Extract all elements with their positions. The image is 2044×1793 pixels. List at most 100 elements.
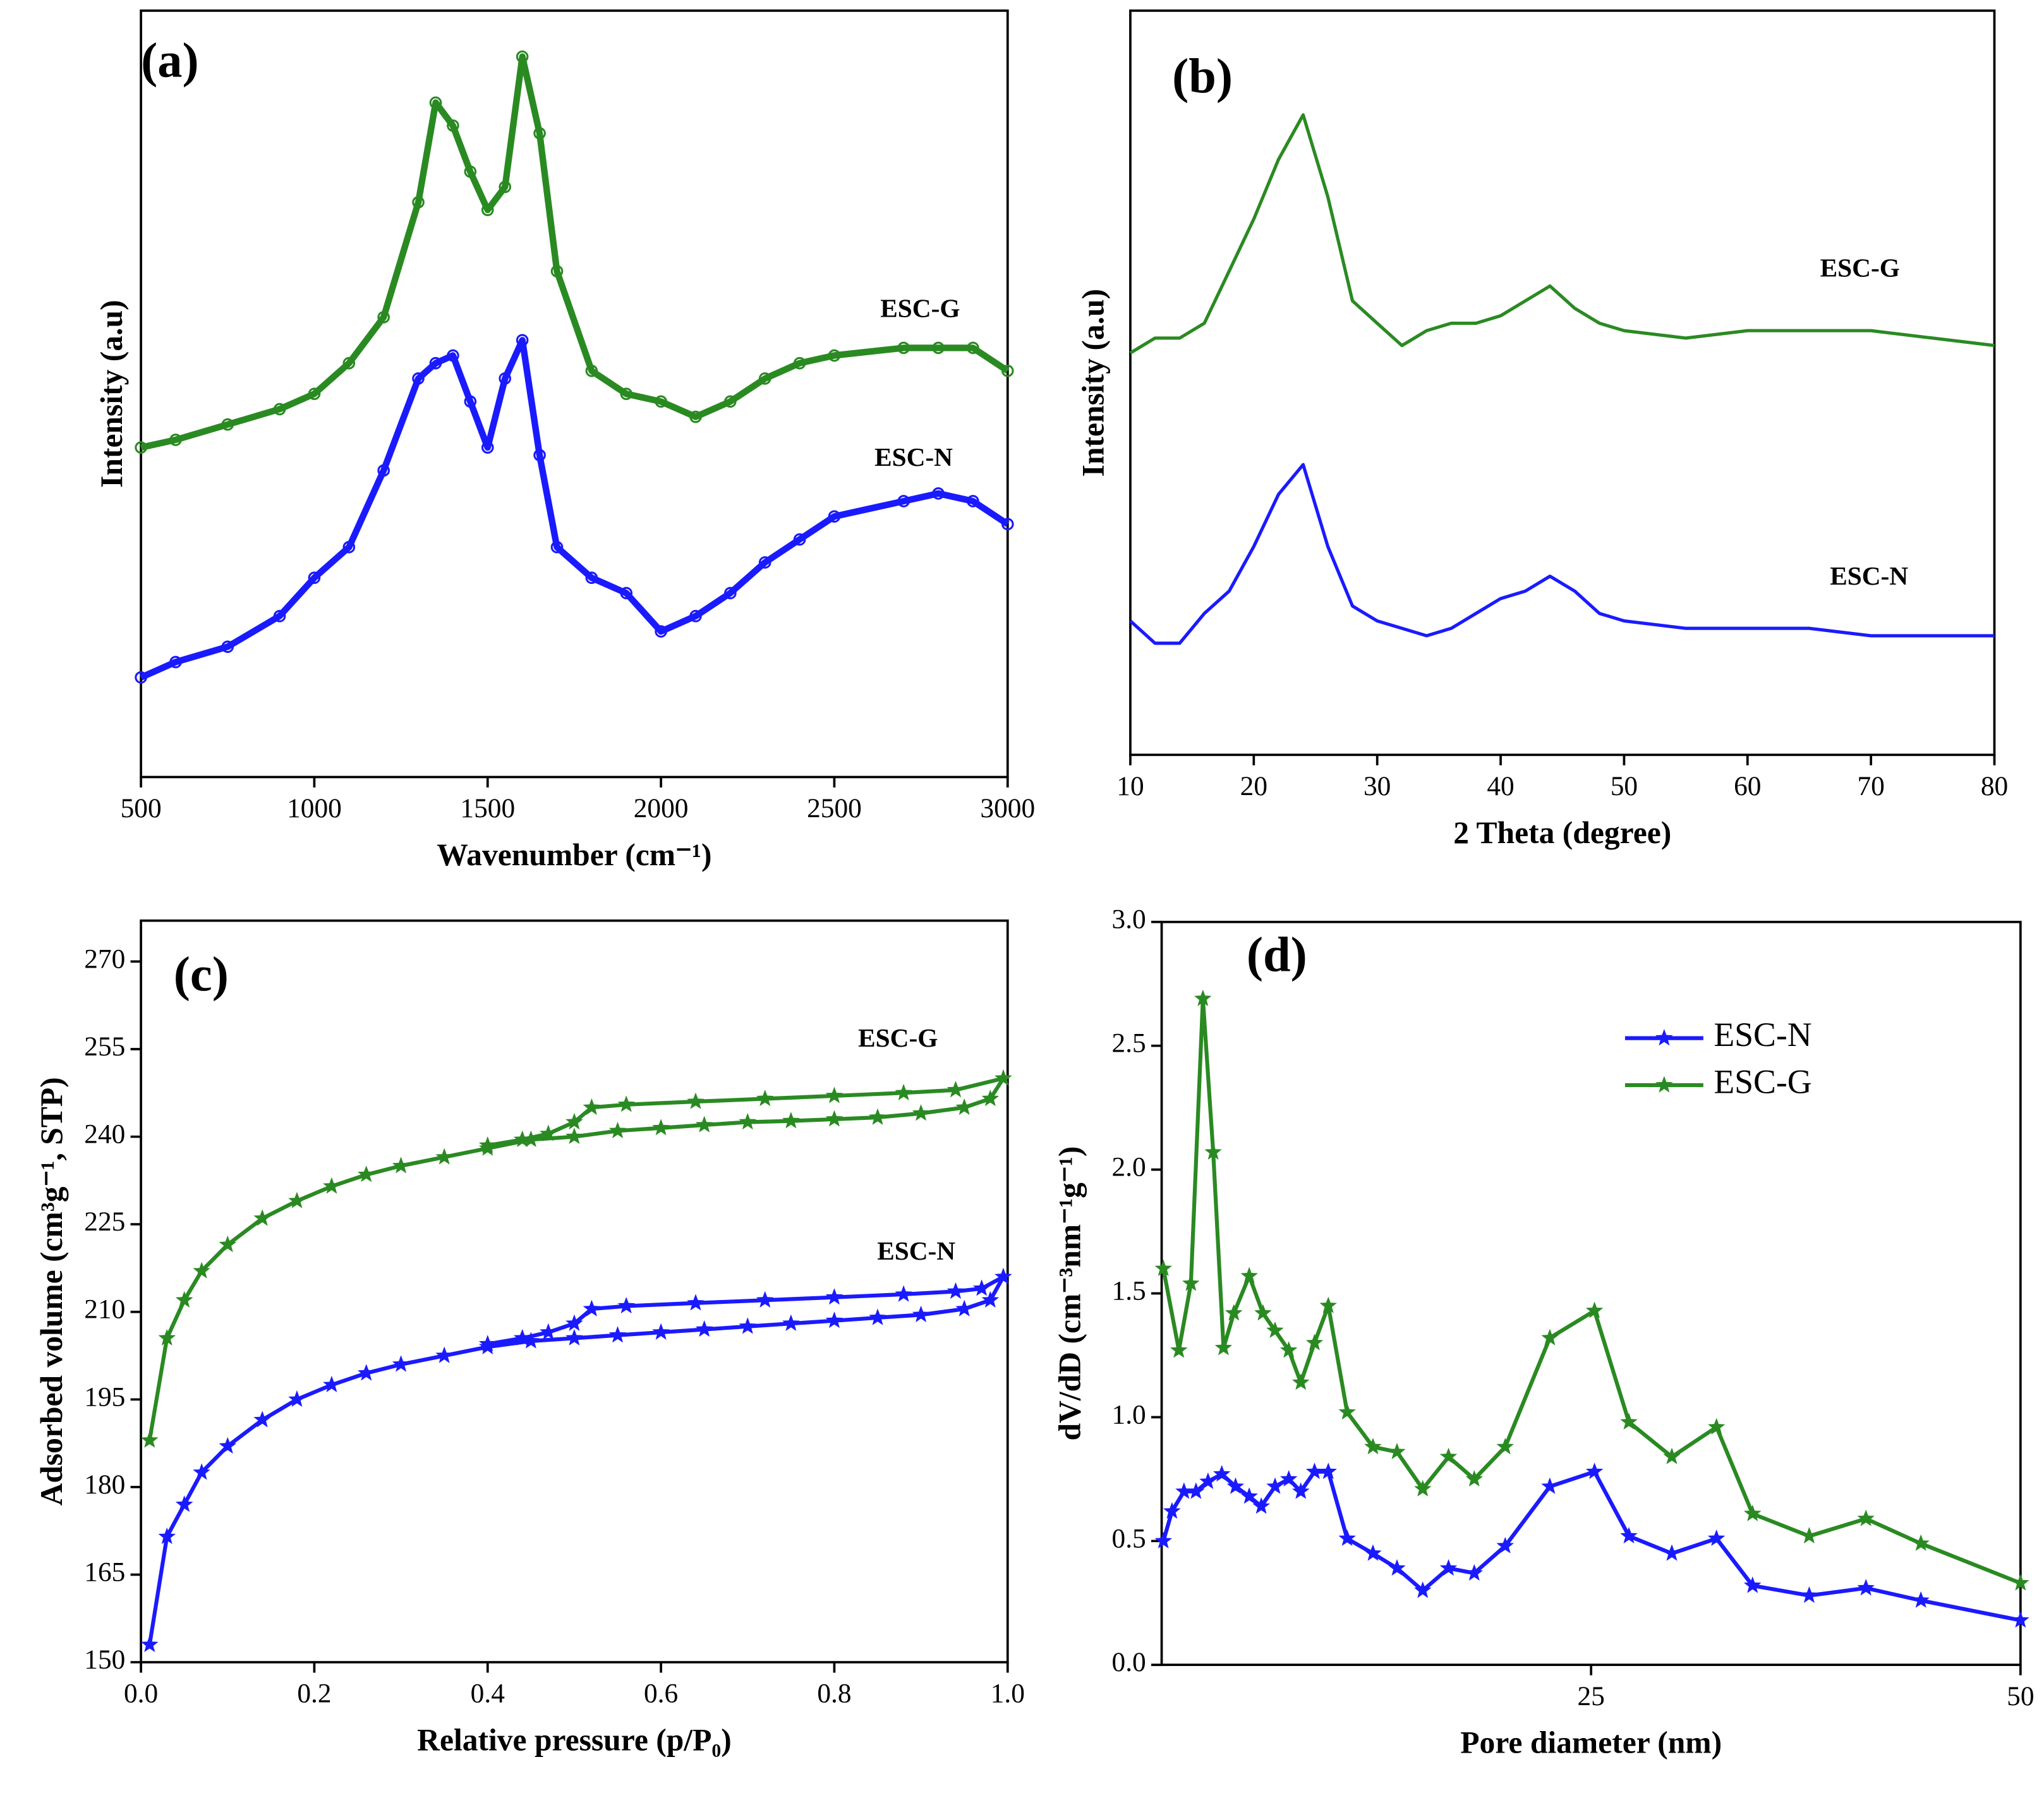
star-marker [825, 1110, 844, 1127]
y-tick-label: 0.0 [1112, 1647, 1146, 1677]
star-marker [565, 1113, 583, 1130]
circle-marker [585, 571, 598, 585]
y-tick-label: 1.0 [1112, 1399, 1146, 1430]
x-tick-label: 0.2 [297, 1679, 331, 1709]
star-marker [1912, 1591, 1930, 1608]
star-marker [1857, 1509, 1875, 1526]
circle-marker [932, 341, 945, 355]
star-marker [912, 1305, 930, 1323]
star-marker [946, 1282, 965, 1299]
y-tick-label: 165 [84, 1557, 125, 1587]
x-tick-label: 30 [1364, 771, 1391, 801]
x-tick-label: 20 [1240, 771, 1267, 801]
circle-marker [689, 610, 702, 623]
star-marker [1175, 1482, 1193, 1499]
circle-marker [169, 655, 182, 669]
y-tick-label: 3.0 [1112, 904, 1146, 935]
x-tick-label: 40 [1487, 771, 1514, 801]
x-tick-label: 1.0 [991, 1679, 1025, 1709]
x-tick-label: 60 [1734, 771, 1761, 801]
circle-marker [342, 540, 356, 554]
y-axis-label: Intensity (a.u) [94, 300, 129, 487]
circle-marker [481, 204, 494, 216]
legend-marker [1655, 1076, 1673, 1093]
circle-marker [897, 341, 910, 355]
star-marker [1254, 1304, 1272, 1321]
circle-marker [308, 387, 321, 400]
x-tick-label: 0.6 [644, 1679, 678, 1709]
star-marker [141, 1635, 159, 1652]
x-tick-label: 0.0 [124, 1679, 158, 1709]
plot-frame [140, 919, 1009, 1663]
star-marker [1857, 1579, 1875, 1596]
series-line [140, 337, 1010, 681]
star-marker [2011, 1574, 2029, 1591]
star-marker [1154, 1259, 1173, 1277]
series-line [1129, 113, 1995, 355]
panel-label: (b) [1172, 48, 1233, 103]
x-tick-label: 25 [1577, 1681, 1604, 1711]
star-marker [219, 1235, 237, 1253]
star-marker [392, 1355, 410, 1372]
panel-label: (d) [1247, 927, 1307, 982]
star-marker [1585, 1462, 1604, 1480]
star-marker [1743, 1504, 1762, 1521]
x-tick-label: 2000 [634, 793, 689, 824]
circle-marker [620, 587, 633, 600]
x-tick-label: 50 [1611, 771, 1638, 801]
star-marker [2011, 1611, 2029, 1628]
circle-marker [342, 356, 356, 370]
star-marker [1279, 1341, 1298, 1358]
star-marker [955, 1098, 974, 1115]
circle-marker [758, 372, 771, 385]
star-marker [1291, 1373, 1310, 1390]
star-marker [1439, 1447, 1458, 1464]
y-axis-label: dV/dD (cm⁻³nm⁻¹g⁻¹) [1052, 1146, 1087, 1441]
star-marker [583, 1299, 601, 1316]
star-marker [1240, 1487, 1258, 1504]
series-line [1161, 1469, 2021, 1622]
series-line [147, 1275, 1006, 1645]
circle-marker [499, 180, 512, 193]
y-tick-label: 0.5 [1112, 1523, 1146, 1553]
series-label: ESC-N [877, 1236, 955, 1265]
star-marker [358, 1364, 375, 1381]
star-marker [981, 1090, 1000, 1107]
circle-marker [464, 395, 477, 408]
circle-marker [481, 441, 494, 454]
star-marker [583, 1098, 601, 1115]
star-marker [288, 1390, 306, 1407]
plot-frame [140, 9, 1009, 779]
star-marker [1194, 989, 1212, 1007]
star-marker [1620, 1527, 1638, 1544]
star-marker [946, 1081, 965, 1098]
star-marker [1743, 1576, 1762, 1593]
x-tick-label: 1500 [460, 793, 515, 824]
star-marker [1338, 1529, 1356, 1547]
y-tick-label: 270 [84, 944, 125, 974]
circle-marker [533, 127, 546, 140]
circle-marker [689, 410, 702, 423]
star-marker [1388, 1442, 1406, 1459]
circle-marker [967, 341, 979, 355]
circle-marker [273, 610, 286, 623]
star-marker [141, 1431, 159, 1448]
star-marker [756, 1291, 774, 1308]
star-marker [158, 1527, 176, 1545]
y-tick-label: 225 [84, 1206, 125, 1237]
circle-marker [412, 196, 425, 209]
series-label: ESC-G [880, 293, 960, 322]
star-marker [782, 1112, 800, 1129]
star-marker [1912, 1534, 1930, 1551]
star-marker [1496, 1536, 1515, 1553]
star-marker [1465, 1564, 1484, 1581]
star-marker [435, 1148, 454, 1165]
star-marker [995, 1267, 1012, 1285]
star-marker [1414, 1480, 1432, 1497]
circle-marker [516, 50, 529, 63]
star-marker [1541, 1477, 1559, 1494]
star-marker [1204, 1143, 1222, 1160]
legend-marker [1655, 1029, 1673, 1046]
legend-label: ESC-G [1714, 1062, 1811, 1100]
star-marker [565, 1314, 583, 1331]
